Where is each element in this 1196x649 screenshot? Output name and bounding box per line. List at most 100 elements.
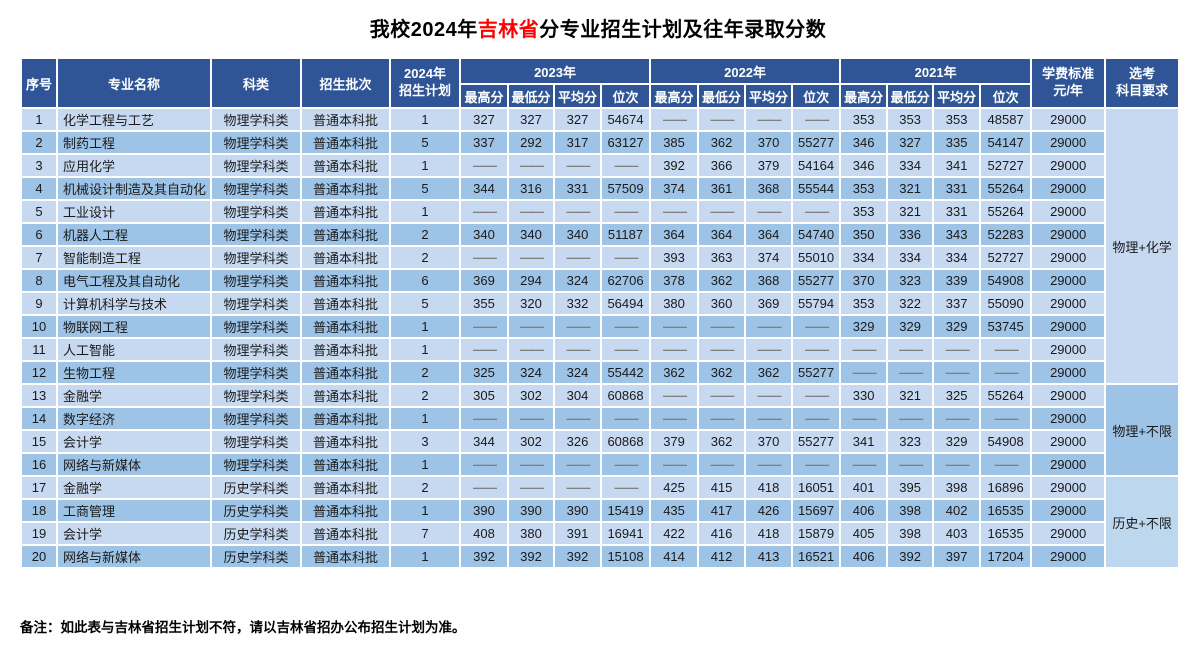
cell-2023-min: 294 bbox=[507, 268, 555, 293]
cell-2023-rank: 60868 bbox=[599, 383, 652, 408]
cell-category: 历史学科类 bbox=[210, 475, 302, 500]
cell-2023-min: 316 bbox=[507, 176, 555, 201]
cell-2023-min: —— bbox=[507, 153, 555, 178]
cell-index: 20 bbox=[20, 544, 58, 569]
cell-2023-max: 408 bbox=[459, 521, 509, 546]
cell-2022-max: 380 bbox=[649, 291, 700, 316]
cell-2023-rank: 51187 bbox=[599, 222, 652, 247]
cell-plan-2024: 1 bbox=[389, 406, 461, 431]
cell-2021-avg: 397 bbox=[932, 544, 982, 569]
cell-2021-min: 336 bbox=[886, 222, 935, 247]
cell-batch: 普通本科批 bbox=[300, 222, 391, 247]
cell-2023-max: —— bbox=[459, 475, 509, 500]
cell-2021-rank: —— bbox=[979, 337, 1033, 362]
cell-batch: 普通本科批 bbox=[300, 452, 391, 477]
cell-2023-max: 340 bbox=[459, 222, 509, 247]
cell-2022-max: 392 bbox=[649, 153, 700, 178]
cell-2021-max: 329 bbox=[839, 314, 889, 339]
cell-2023-avg: —— bbox=[553, 153, 602, 178]
cell-tuition: 29000 bbox=[1030, 291, 1107, 316]
cell-major: 人工智能 bbox=[56, 337, 212, 362]
cell-batch: 普通本科批 bbox=[300, 406, 391, 431]
cell-2023-max: 390 bbox=[459, 498, 509, 523]
cell-index: 15 bbox=[20, 429, 58, 454]
cell-2022-max: —— bbox=[649, 107, 700, 132]
cell-2022-avg: 426 bbox=[744, 498, 794, 523]
cell-2021-avg: 331 bbox=[932, 176, 982, 201]
cell-major: 生物工程 bbox=[56, 360, 212, 385]
cell-plan-2024: 2 bbox=[389, 383, 461, 408]
cell-2022-max: —— bbox=[649, 337, 700, 362]
cell-2022-avg: 368 bbox=[744, 268, 794, 293]
cell-plan-2024: 2 bbox=[389, 360, 461, 385]
col-header-year-2021: 2021年 bbox=[839, 57, 1033, 85]
cell-index: 18 bbox=[20, 498, 58, 523]
cell-2021-max: 406 bbox=[839, 544, 889, 569]
table-row: 1 化学工程与工艺 物理学科类 普通本科批 1 327 327 327 54674 —— —— —— —… bbox=[20, 107, 1181, 385]
cell-2021-max: 346 bbox=[839, 153, 889, 178]
cell-2021-min: 353 bbox=[886, 107, 935, 132]
cell-2023-avg: 317 bbox=[553, 130, 602, 155]
cell-2022-avg: —— bbox=[744, 406, 794, 431]
cell-tuition: 29000 bbox=[1030, 475, 1107, 500]
cell-2022-min: —— bbox=[697, 337, 747, 362]
col-header-subject-req: 选考 科目要求 bbox=[1104, 57, 1181, 109]
cell-2021-max: 353 bbox=[839, 291, 889, 316]
cell-index: 19 bbox=[20, 521, 58, 546]
cell-2021-min: 321 bbox=[886, 176, 935, 201]
table-header: 序号 专业名称 科类 招生批次 2024年 招生计划 2023年 2022年 20… bbox=[20, 57, 1181, 109]
cell-major: 工业设计 bbox=[56, 199, 212, 224]
cell-tuition: 29000 bbox=[1030, 107, 1107, 132]
cell-index: 13 bbox=[20, 383, 58, 408]
cell-major: 物联网工程 bbox=[56, 314, 212, 339]
cell-2021-max: 346 bbox=[839, 130, 889, 155]
cell-2021-rank: 55264 bbox=[979, 176, 1033, 201]
title-prefix: 我校2024年 bbox=[369, 19, 478, 41]
cell-2022-max: —— bbox=[649, 314, 700, 339]
cell-2022-avg: 418 bbox=[744, 521, 794, 546]
col-header-2021-avg: 平均分 bbox=[932, 83, 982, 109]
cell-batch: 普通本科批 bbox=[300, 383, 391, 408]
cell-2022-min: 417 bbox=[697, 498, 747, 523]
cell-2023-rank: —— bbox=[599, 475, 652, 500]
col-header-2021-rank: 位次 bbox=[979, 83, 1033, 109]
cell-2022-max: —— bbox=[649, 406, 700, 431]
col-header-year-2022: 2022年 bbox=[649, 57, 842, 85]
col-header-2023-min: 最低分 bbox=[507, 83, 555, 109]
cell-batch: 普通本科批 bbox=[300, 153, 391, 178]
cell-2022-avg: 370 bbox=[744, 429, 794, 454]
cell-2021-max: 330 bbox=[839, 383, 889, 408]
cell-2023-max: —— bbox=[459, 337, 509, 362]
cell-2021-avg: 343 bbox=[932, 222, 982, 247]
cell-category: 物理学科类 bbox=[210, 452, 302, 477]
cell-2022-min: 415 bbox=[697, 475, 747, 500]
table-body: 1 化学工程与工艺 物理学科类 普通本科批 1 327 327 327 54674 —— —— —— —… bbox=[20, 107, 1181, 569]
cell-2023-rank: 55442 bbox=[599, 360, 652, 385]
table-row: 5 工业设计 物理学科类 普通本科批 1 —— —— —— —— —— —— —— —— 353 321 33… bbox=[20, 199, 1179, 224]
table-row: 6 机器人工程 物理学科类 普通本科批 2 340 340 340 51187 364 364 364… bbox=[20, 222, 1179, 247]
cell-2022-rank: 55277 bbox=[791, 130, 842, 155]
cell-2021-max: 370 bbox=[839, 268, 889, 293]
cell-2023-min: —— bbox=[507, 337, 555, 362]
cell-plan-2024: 1 bbox=[389, 107, 461, 132]
cell-2021-rank: 54147 bbox=[979, 130, 1033, 155]
cell-2022-rank: 15879 bbox=[791, 521, 842, 546]
cell-category: 物理学科类 bbox=[210, 314, 302, 339]
col-header-2022-max: 最高分 bbox=[649, 83, 700, 109]
cell-2021-max: 401 bbox=[839, 475, 889, 500]
cell-2021-rank: 55264 bbox=[979, 383, 1033, 408]
cell-2021-min: —— bbox=[886, 337, 935, 362]
col-header-plan-2024: 2024年 招生计划 bbox=[389, 57, 461, 109]
cell-2023-min: 302 bbox=[507, 429, 555, 454]
cell-category: 物理学科类 bbox=[210, 245, 302, 270]
cell-category: 物理学科类 bbox=[210, 199, 302, 224]
cell-index: 1 bbox=[20, 107, 58, 132]
cell-2022-min: —— bbox=[697, 314, 747, 339]
cell-2022-max: 422 bbox=[649, 521, 700, 546]
cell-2023-rank: 56494 bbox=[599, 291, 652, 316]
cell-batch: 普通本科批 bbox=[300, 291, 391, 316]
cell-2023-rank: —— bbox=[599, 406, 652, 431]
cell-2022-avg: 369 bbox=[744, 291, 794, 316]
cell-2021-min: 398 bbox=[886, 498, 935, 523]
